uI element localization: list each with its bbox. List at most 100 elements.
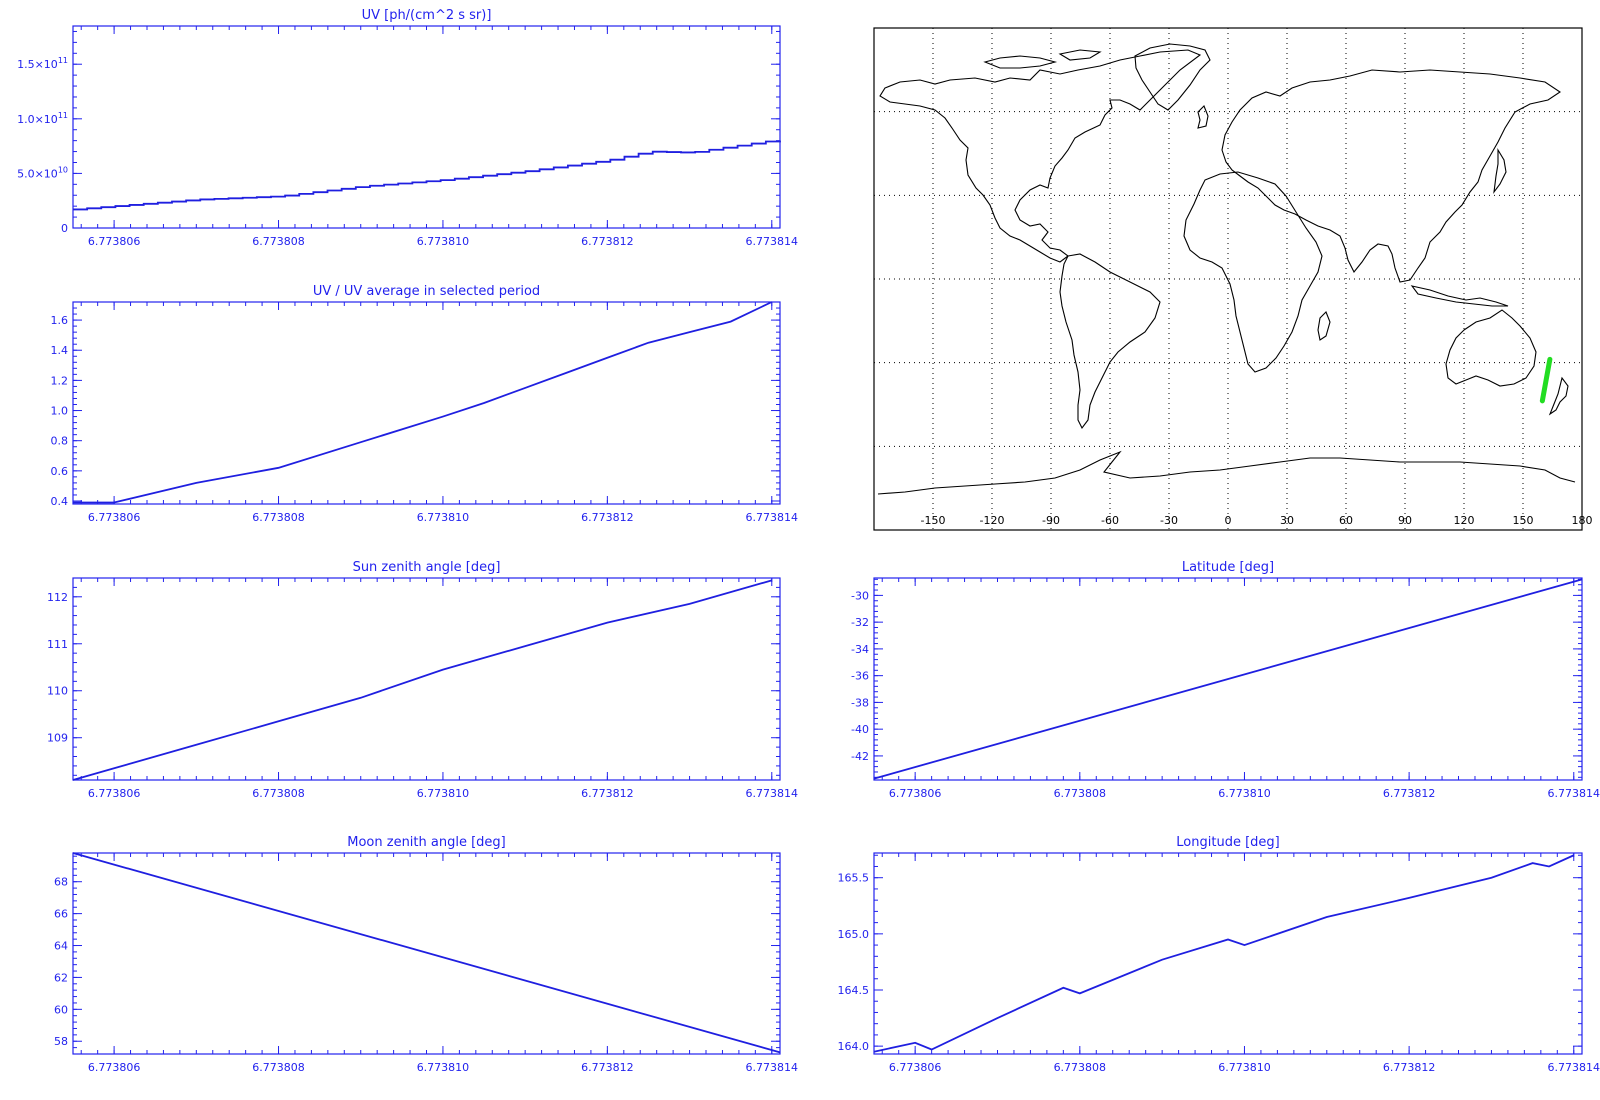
y-tick-label: 66 xyxy=(54,908,68,921)
y-tick-label: 58 xyxy=(54,1035,68,1048)
x-tick-label: 6.773810 xyxy=(417,1061,470,1074)
x-tick-label: 6.773806 xyxy=(88,511,141,524)
y-tick-label: -30 xyxy=(851,589,869,602)
x-tick-label: 6.773814 xyxy=(1548,1061,1600,1074)
coastline-arctic-islands xyxy=(983,49,1102,69)
y-tick-label: 64 xyxy=(54,940,68,953)
data-series-line xyxy=(72,852,781,1054)
data-series-line xyxy=(73,301,773,504)
y-tick-label: 165.5 xyxy=(838,872,870,885)
longitude-tick-label: 60 xyxy=(1339,514,1353,527)
coastline-uk xyxy=(1197,105,1209,129)
longitude-tick-label: 30 xyxy=(1280,514,1294,527)
y-tick-label: 1.5×1011 xyxy=(17,56,68,71)
y-tick-label: -40 xyxy=(851,723,869,736)
x-tick-label: 6.773814 xyxy=(746,1061,799,1074)
coastlines xyxy=(877,43,1576,495)
longitude-tick-label: -60 xyxy=(1101,514,1119,527)
chart-title: Moon zenith angle [deg] xyxy=(347,835,505,850)
data-series-line xyxy=(72,579,773,781)
coastline-australia xyxy=(1445,309,1537,387)
y-tick-label: 0.8 xyxy=(51,435,69,448)
plot-frame xyxy=(72,25,781,229)
y-tick-label: 165.0 xyxy=(838,928,870,941)
longitude-tick-label: 120 xyxy=(1454,514,1475,527)
y-tick-label: 1.2 xyxy=(51,374,69,387)
x-tick-label: 6.773812 xyxy=(581,235,634,248)
x-tick-label: 6.773810 xyxy=(1218,1061,1271,1074)
y-tick-label: 68 xyxy=(54,876,68,889)
coastline-madagascar xyxy=(1317,311,1331,341)
sun-zenith-panel: Sun zenith angle [deg] 6.773806 6.773808 6.… xyxy=(47,560,798,800)
plot-frame xyxy=(72,301,781,505)
longitude-tick-label: 150 xyxy=(1513,514,1534,527)
uv-panel: UV [ph/(cm^2 s sr)] 6.773806 6.773808 6.773… xyxy=(17,8,798,248)
x-tick-label: 6.773808 xyxy=(252,1061,305,1074)
x-tick-label: 6.773810 xyxy=(417,511,470,524)
y-tick-label: 0.6 xyxy=(51,465,69,478)
chart-title: Longitude [deg] xyxy=(1176,835,1279,850)
y-tick-label: 0 xyxy=(61,222,68,235)
x-tick-label: 6.773814 xyxy=(746,511,799,524)
y-tick-label: 1.6 xyxy=(51,314,69,327)
coastline-greenland xyxy=(1134,43,1211,111)
plot-frame xyxy=(873,852,1583,1055)
y-tick-label: -36 xyxy=(851,670,869,683)
x-tick-label: 6.773812 xyxy=(581,787,634,800)
y-tick-label: -38 xyxy=(851,696,869,709)
chart-title: UV / UV average in selected period xyxy=(313,284,540,299)
x-tick-label: 6.773812 xyxy=(1383,787,1436,800)
x-tick-label: 6.773808 xyxy=(1054,1061,1107,1074)
longitude-tick-label: -120 xyxy=(980,514,1005,527)
y-tick-label: 164.5 xyxy=(838,984,870,997)
chart-title: Sun zenith angle [deg] xyxy=(353,560,501,575)
x-tick-label: 6.773810 xyxy=(1218,787,1271,800)
x-tick-label: 6.773808 xyxy=(252,511,305,524)
longitude-tick-label: 90 xyxy=(1398,514,1412,527)
longitude-tick-label: -30 xyxy=(1160,514,1178,527)
coastline-antarctica xyxy=(877,450,1576,495)
x-tick-label: 6.773810 xyxy=(417,787,470,800)
latitude-panel: Latitude [deg] 6.773806 6.773808 6.773810 6.… xyxy=(851,560,1600,800)
y-tick-label: 110 xyxy=(47,685,68,698)
x-tick-label: 6.773808 xyxy=(252,235,305,248)
y-tick-label: 1.0 xyxy=(51,405,69,418)
longitude-tick-label: -90 xyxy=(1042,514,1060,527)
y-tick-label: 1.0×1011 xyxy=(17,111,68,126)
longitude-panel: Longitude [deg] 6.773806 6.773808 6.773810 6… xyxy=(838,835,1600,1074)
y-tick-label: 62 xyxy=(54,971,68,984)
y-tick-label: 1.4 xyxy=(51,344,69,357)
y-tick-label: -34 xyxy=(851,643,869,656)
x-tick-label: 6.773812 xyxy=(581,511,634,524)
coastline-indonesia xyxy=(1410,285,1509,307)
moon-zenith-panel: Moon zenith angle [deg] 6.773806 6.773808 6… xyxy=(54,835,798,1074)
x-tick-label: 6.773808 xyxy=(252,787,305,800)
x-tick-label: 6.773806 xyxy=(88,235,141,248)
x-tick-label: 6.773806 xyxy=(889,1061,942,1074)
y-tick-label: 5.0×1010 xyxy=(17,165,68,180)
y-tick-label: 60 xyxy=(54,1003,68,1016)
longitude-tick-label: 180 xyxy=(1572,514,1593,527)
y-tick-label: 109 xyxy=(47,732,68,745)
y-tick-label: 0.4 xyxy=(51,495,69,508)
x-tick-label: 6.773812 xyxy=(581,1061,634,1074)
longitude-tick-label: -150 xyxy=(921,514,946,527)
x-tick-label: 6.773806 xyxy=(88,1061,141,1074)
coastline-africa xyxy=(1183,171,1323,373)
x-tick-label: 6.773812 xyxy=(1383,1061,1436,1074)
x-tick-label: 6.773808 xyxy=(1054,787,1107,800)
satellite-track xyxy=(1539,356,1553,404)
coastline-eurasia xyxy=(1221,69,1561,283)
coastline-north-america xyxy=(879,49,1202,263)
uv-ratio-panel: UV / UV average in selected period 6.7738… xyxy=(51,284,799,524)
chart-title: UV [ph/(cm^2 s sr)] xyxy=(362,8,492,23)
x-tick-label: 6.773806 xyxy=(889,787,942,800)
data-series-line xyxy=(873,578,1583,780)
x-tick-label: 6.773806 xyxy=(88,787,141,800)
longitude-tick-label: 0 xyxy=(1225,514,1232,527)
longitude-axis: -150 -120 -90 -60 -30 0 30 60 90 120 150 180 xyxy=(921,514,1593,527)
coastline-new-zealand xyxy=(1548,376,1569,416)
x-tick-label: 6.773810 xyxy=(417,235,470,248)
y-tick-label: -42 xyxy=(851,750,869,763)
